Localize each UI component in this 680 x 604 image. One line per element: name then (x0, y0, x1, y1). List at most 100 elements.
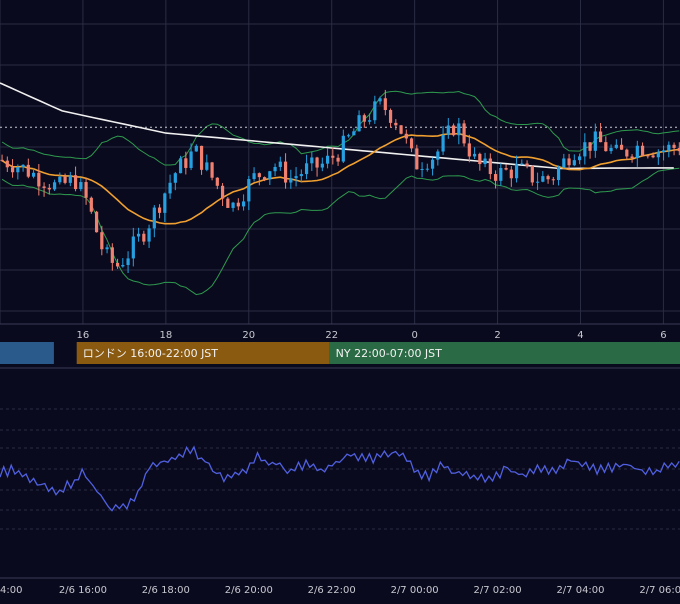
candle-body-15 (79, 182, 83, 190)
candle-body-38 (199, 145, 204, 170)
candle-body-58 (304, 163, 309, 175)
candle-body-74 (388, 110, 393, 123)
candle-body-16 (84, 182, 88, 198)
candle-body-34 (178, 158, 183, 174)
candle-body-49 (257, 173, 261, 178)
candle-body-8 (42, 186, 46, 188)
candle-body-48 (252, 173, 256, 180)
price-time-axis: 16 18 20 22 0 2 4 6 (77, 330, 667, 341)
price-axis-tick-label-4: 22 (325, 330, 338, 341)
oscillator-axis-tick-label-2: 2/6 18:00 (142, 585, 190, 596)
candle-body-111 (583, 142, 587, 157)
candle-body-106 (556, 167, 561, 180)
candle-body-62 (325, 155, 330, 164)
price-axis-tick-label-7: 4 (577, 330, 583, 341)
price-axis-tick-label-2: 18 (159, 330, 172, 341)
candle-body-39 (205, 162, 209, 170)
candle-body-59 (310, 157, 314, 164)
candle-body-28 (147, 228, 151, 242)
candle-body-68 (357, 115, 361, 132)
price-axis-tick-label-1: 16 (77, 330, 90, 341)
session-block-ny (329, 342, 680, 364)
oscillator-axis-tick-label-7: 2/7 04:00 (556, 585, 604, 596)
candle-body-14 (73, 175, 78, 190)
candle-body-91 (478, 153, 482, 165)
oscillator-axis-tick-label-1: 2/6 16:00 (59, 585, 107, 596)
candle-body-18 (94, 211, 99, 233)
candle-body-92 (483, 158, 487, 165)
candle-body-64 (336, 157, 340, 162)
candle-body-65 (341, 135, 345, 162)
candle-body-95 (499, 168, 503, 181)
candle-body-19 (100, 232, 104, 250)
candle-body-52 (273, 166, 277, 172)
candle-body-117 (614, 144, 618, 148)
candle-body-120 (630, 156, 634, 159)
candle-body-116 (609, 147, 613, 152)
candle-body-61 (320, 163, 324, 168)
candle-body-85 (446, 125, 450, 135)
candle-body-47 (247, 179, 251, 202)
candle-body-31 (163, 193, 167, 213)
candle-body-25 (131, 236, 135, 259)
candle-body-102 (535, 181, 540, 183)
candle-body-123 (646, 155, 650, 157)
candle-body-112 (588, 142, 592, 151)
candle-body-63 (331, 155, 335, 158)
candles (0, 89, 680, 274)
candle-body-127 (667, 144, 671, 151)
candle-body-21 (110, 247, 114, 263)
candle-body-10 (52, 182, 57, 190)
candle-body-70 (367, 120, 372, 122)
oscillator-line (0, 445, 680, 512)
candle-body-86 (451, 125, 456, 136)
candle-body-126 (661, 150, 666, 153)
candle-body-128 (672, 144, 676, 148)
candle-body-24 (126, 258, 130, 266)
candle-body-13 (68, 175, 72, 183)
candle-body-93 (488, 158, 492, 175)
candle-body-11 (58, 176, 62, 183)
candle-body-98 (514, 164, 519, 179)
candle-body-9 (47, 187, 51, 190)
candle-body-60 (315, 157, 319, 168)
session-bar: ロンドン 16:00-22:00 JST NY 22:00-07:00 JST (0, 342, 680, 364)
candle-body-114 (598, 131, 603, 143)
price-axis-tick-label-3: 20 (242, 330, 255, 341)
candle-body-125 (656, 152, 660, 158)
candle-body-56 (294, 176, 298, 179)
candle-body-97 (509, 169, 513, 179)
oscillator-axis-tick-label-4: 2/6 22:00 (308, 585, 356, 596)
session-block-tokyo (0, 342, 54, 364)
candle-body-29 (152, 207, 156, 229)
price-axis-tick-label-5: 0 (411, 330, 417, 341)
price-axis-tick-label-8: 6 (660, 330, 666, 341)
oscillator-time-axis: 4:00 2/6 16:00 2/6 18:00 2/6 20:00 2/6 22:00… (0, 585, 680, 596)
candle-body-77 (404, 133, 408, 139)
candle-body-32 (168, 182, 172, 194)
candle-body-3 (16, 167, 20, 173)
candle-body-109 (572, 160, 576, 166)
candle-body-27 (142, 233, 146, 242)
candle-body-5 (26, 164, 30, 177)
candle-body-53 (278, 161, 282, 167)
candle-body-75 (394, 122, 398, 126)
session-label-london: ロンドン 16:00-22:00 JST (83, 347, 219, 360)
candle-body-88 (462, 123, 466, 144)
candle-body-4 (21, 164, 25, 168)
price-grid (0, 0, 680, 325)
candle-body-71 (373, 101, 377, 121)
candle-body-40 (210, 162, 214, 178)
oscillator-axis-tick-label-5: 2/7 00:00 (391, 585, 439, 596)
bollinger-lower-line (1, 167, 680, 296)
candle-body-129 (677, 147, 680, 152)
candle-body-107 (562, 158, 566, 168)
candle-body-73 (383, 98, 387, 111)
candle-body-72 (378, 98, 382, 102)
candle-body-94 (493, 174, 498, 181)
candle-body-89 (467, 143, 471, 157)
candle-body-0 (0, 159, 4, 161)
candle-body-81 (425, 168, 429, 170)
candle-body-80 (420, 168, 424, 170)
